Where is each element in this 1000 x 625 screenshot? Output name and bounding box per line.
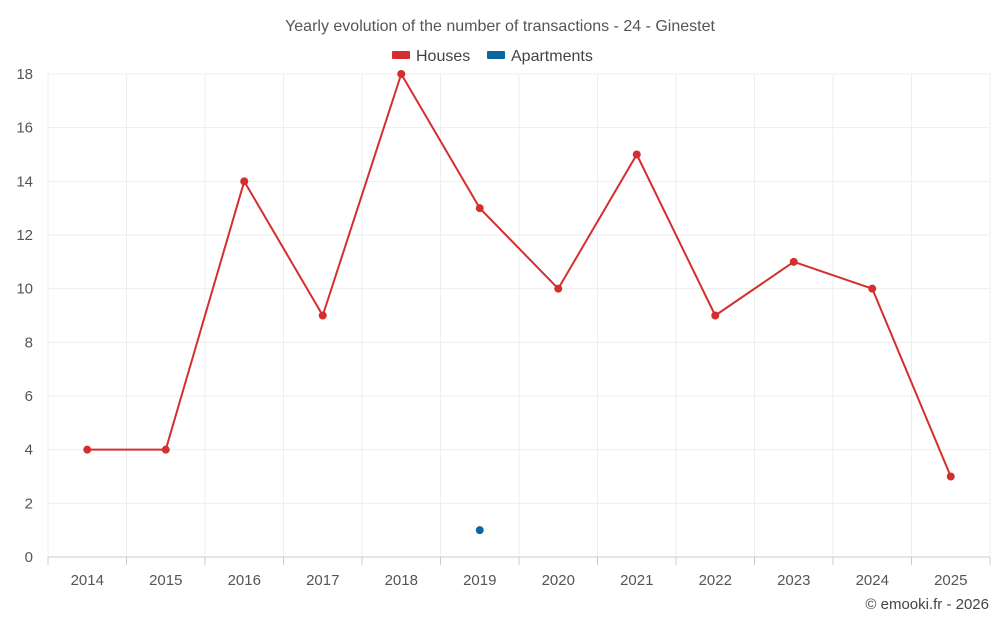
grid <box>47 73 991 558</box>
y-tick-label: 0 <box>25 549 33 566</box>
x-tick-label: 2015 <box>149 572 182 589</box>
x-axis: 2014 2015 2016 2017 2018 2019 2020 2021 2022 2023… <box>47 557 991 589</box>
y-tick-label: 6 <box>25 388 33 405</box>
x-tick-label: 2019 <box>463 572 496 589</box>
y-tick-label: 4 <box>25 442 33 459</box>
data-point-houses-2023[interactable] <box>789 257 798 266</box>
data-point-houses-2015[interactable] <box>161 445 170 454</box>
data-point-houses-2025[interactable] <box>946 472 955 481</box>
data-point-houses-2016[interactable] <box>240 177 249 186</box>
y-tick-label: 12 <box>16 227 33 244</box>
series-apartments <box>475 526 484 535</box>
series-line-houses <box>87 73 952 477</box>
legend: Houses Apartments <box>392 48 593 65</box>
data-point-houses-2022[interactable] <box>711 311 720 320</box>
y-tick-label: 14 <box>16 173 33 190</box>
x-tick-label: 2025 <box>934 572 967 589</box>
data-point-houses-2018[interactable] <box>397 70 406 78</box>
data-point-houses-2024[interactable] <box>868 284 877 293</box>
data-point-houses-2021[interactable] <box>632 150 641 159</box>
legend-label-apartments[interactable]: Apartments <box>511 48 593 65</box>
y-axis: 0 2 4 6 8 10 12 14 16 18 <box>16 66 33 566</box>
data-point-apartments-2019[interactable] <box>475 526 484 535</box>
x-tick-label: 2023 <box>777 572 810 589</box>
x-tick-label: 2024 <box>856 572 889 589</box>
data-point-houses-2017[interactable] <box>318 311 327 320</box>
legend-swatch-apartments[interactable] <box>487 51 505 59</box>
x-tick-label: 2022 <box>699 572 732 589</box>
series-houses <box>83 70 955 481</box>
y-tick-label: 2 <box>25 495 33 512</box>
x-tick-label: 2021 <box>620 572 653 589</box>
y-tick-label: 8 <box>25 334 33 351</box>
x-tick-label: 2018 <box>385 572 418 589</box>
x-tick-label: 2014 <box>71 572 104 589</box>
data-point-houses-2019[interactable] <box>475 204 484 213</box>
y-tick-label: 10 <box>16 281 33 298</box>
series-layer <box>83 70 955 535</box>
x-tick-label: 2017 <box>306 572 339 589</box>
x-tick-label: 2016 <box>228 572 261 589</box>
y-tick-label: 18 <box>16 66 33 83</box>
chart-title: Yearly evolution of the number of transa… <box>285 18 715 35</box>
y-tick-label: 16 <box>16 120 33 137</box>
data-point-houses-2014[interactable] <box>83 445 92 454</box>
data-point-houses-2020[interactable] <box>554 284 563 293</box>
x-tick-label: 2020 <box>542 572 575 589</box>
legend-swatch-houses[interactable] <box>392 51 410 59</box>
legend-label-houses[interactable]: Houses <box>416 48 470 65</box>
credit-text: © emooki.fr - 2026 <box>865 596 989 613</box>
